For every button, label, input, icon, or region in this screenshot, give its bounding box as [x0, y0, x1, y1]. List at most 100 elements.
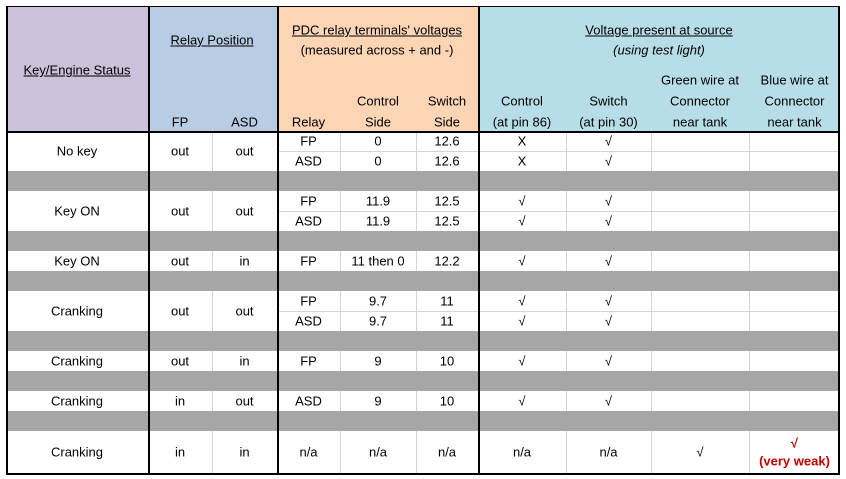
- cell-text: Side: [364, 114, 392, 130]
- cell-text: out: [235, 203, 254, 219]
- cell-text: X: [517, 133, 527, 149]
- border: [148, 6, 150, 475]
- group-row: [6, 251, 840, 271]
- cell-text: FP: [300, 353, 317, 369]
- grid-line: [749, 391, 750, 411]
- cell-text: 9.7: [368, 293, 388, 309]
- cell-text: out: [235, 143, 254, 159]
- cell-text: near tank: [672, 114, 728, 130]
- cell-text: 10: [439, 353, 455, 369]
- cell-text: in: [239, 253, 250, 269]
- cell-text: PDC relay terminals' voltages: [291, 22, 463, 38]
- grid-line: [212, 291, 213, 331]
- cell-text: out: [170, 303, 190, 319]
- border: [6, 473, 840, 475]
- cell-text: out: [235, 393, 254, 409]
- cell-text: FP: [300, 293, 317, 309]
- cell-text: Key ON: [54, 203, 100, 219]
- grid-line: [566, 251, 567, 271]
- cell-text: (measured across + and -): [300, 42, 454, 58]
- grid-line: [277, 151, 840, 152]
- cell-text: √: [518, 353, 526, 369]
- cell-text: 12.2: [434, 253, 460, 269]
- cell-text: 11 then 0: [351, 253, 405, 269]
- cell-text: 0: [374, 153, 382, 169]
- cell-text: Connector: [764, 93, 825, 109]
- grid-line: [651, 351, 652, 371]
- cell-text: 12.6: [434, 153, 460, 169]
- cell-text: 9: [374, 393, 382, 409]
- cell-text: (at pin 86): [492, 114, 552, 130]
- cell-text: 10: [439, 393, 455, 409]
- cell-text: √: [518, 313, 526, 329]
- cell-text: Cranking: [50, 393, 104, 409]
- border: [478, 6, 480, 475]
- grid-line: [651, 391, 652, 411]
- group-row: [6, 351, 840, 371]
- border: [6, 6, 8, 475]
- separator-row: [6, 411, 840, 431]
- grid-line: [277, 211, 840, 212]
- grid-line: [416, 391, 417, 411]
- separator-row: [6, 231, 840, 251]
- cell-text: 12.6: [434, 133, 460, 149]
- cell-text: Cranking: [50, 303, 104, 319]
- group-row: [6, 431, 840, 473]
- cell-text: in: [239, 444, 250, 460]
- cell-text: 12.5: [434, 213, 460, 229]
- border: [6, 131, 840, 133]
- cell-text: √: [604, 313, 613, 329]
- cell-text: No key: [56, 143, 98, 159]
- cell-text: √: [518, 193, 526, 209]
- cell-text: √: [604, 153, 613, 169]
- cell-text: near tank: [767, 114, 822, 130]
- cell-text: X: [517, 153, 527, 169]
- cell-text: (using test light): [613, 42, 705, 58]
- group-row: [6, 391, 840, 411]
- cell-text: (very weak): [759, 453, 830, 469]
- cell-text: √: [518, 393, 526, 409]
- cell-text: Blue wire at: [760, 72, 829, 88]
- cell-text: 9.7: [368, 313, 388, 329]
- grid-line: [416, 431, 417, 473]
- grid-line: [212, 431, 213, 473]
- cell-text: Switch: [427, 93, 467, 109]
- cell-text: n/a: [437, 444, 457, 460]
- cell-text: (at pin 30): [579, 114, 638, 130]
- grid-line: [340, 351, 341, 371]
- grid-line: [212, 131, 213, 171]
- cell-text: n/a: [368, 444, 388, 460]
- grid-line: [749, 431, 750, 473]
- cell-text: in: [174, 393, 186, 409]
- grid-line: [212, 191, 213, 231]
- header-bg: [6, 6, 148, 131]
- border: [6, 6, 840, 7]
- cell-text: ASD: [295, 213, 322, 229]
- header-bg: [277, 6, 478, 131]
- cell-text: in: [174, 444, 186, 460]
- cell-text: √: [696, 444, 704, 460]
- separator-row: [6, 331, 840, 351]
- cell-text: 11: [440, 313, 454, 329]
- cell-text: Voltage present at source: [585, 22, 733, 38]
- grid-line: [212, 351, 213, 371]
- grid-line: [416, 251, 417, 271]
- separator-row: [6, 171, 840, 191]
- cell-text: √: [604, 393, 613, 409]
- cell-text: √: [604, 193, 613, 209]
- cell-text: n/a: [299, 444, 318, 460]
- grid-line: [340, 391, 341, 411]
- cell-text: ASD: [295, 393, 322, 409]
- cell-text: √: [604, 133, 613, 149]
- cell-text: Key ON: [54, 253, 100, 269]
- cell-text: 0: [374, 133, 382, 149]
- cell-text: ASD: [295, 153, 322, 169]
- cell-text: Relay Position: [170, 32, 254, 48]
- grid-line: [277, 311, 840, 312]
- cell-text: Switch: [589, 93, 628, 109]
- cell-text: √: [790, 435, 799, 451]
- grid-line: [749, 351, 750, 371]
- cell-text: ASD: [231, 114, 258, 130]
- cell-text: FP: [300, 193, 317, 209]
